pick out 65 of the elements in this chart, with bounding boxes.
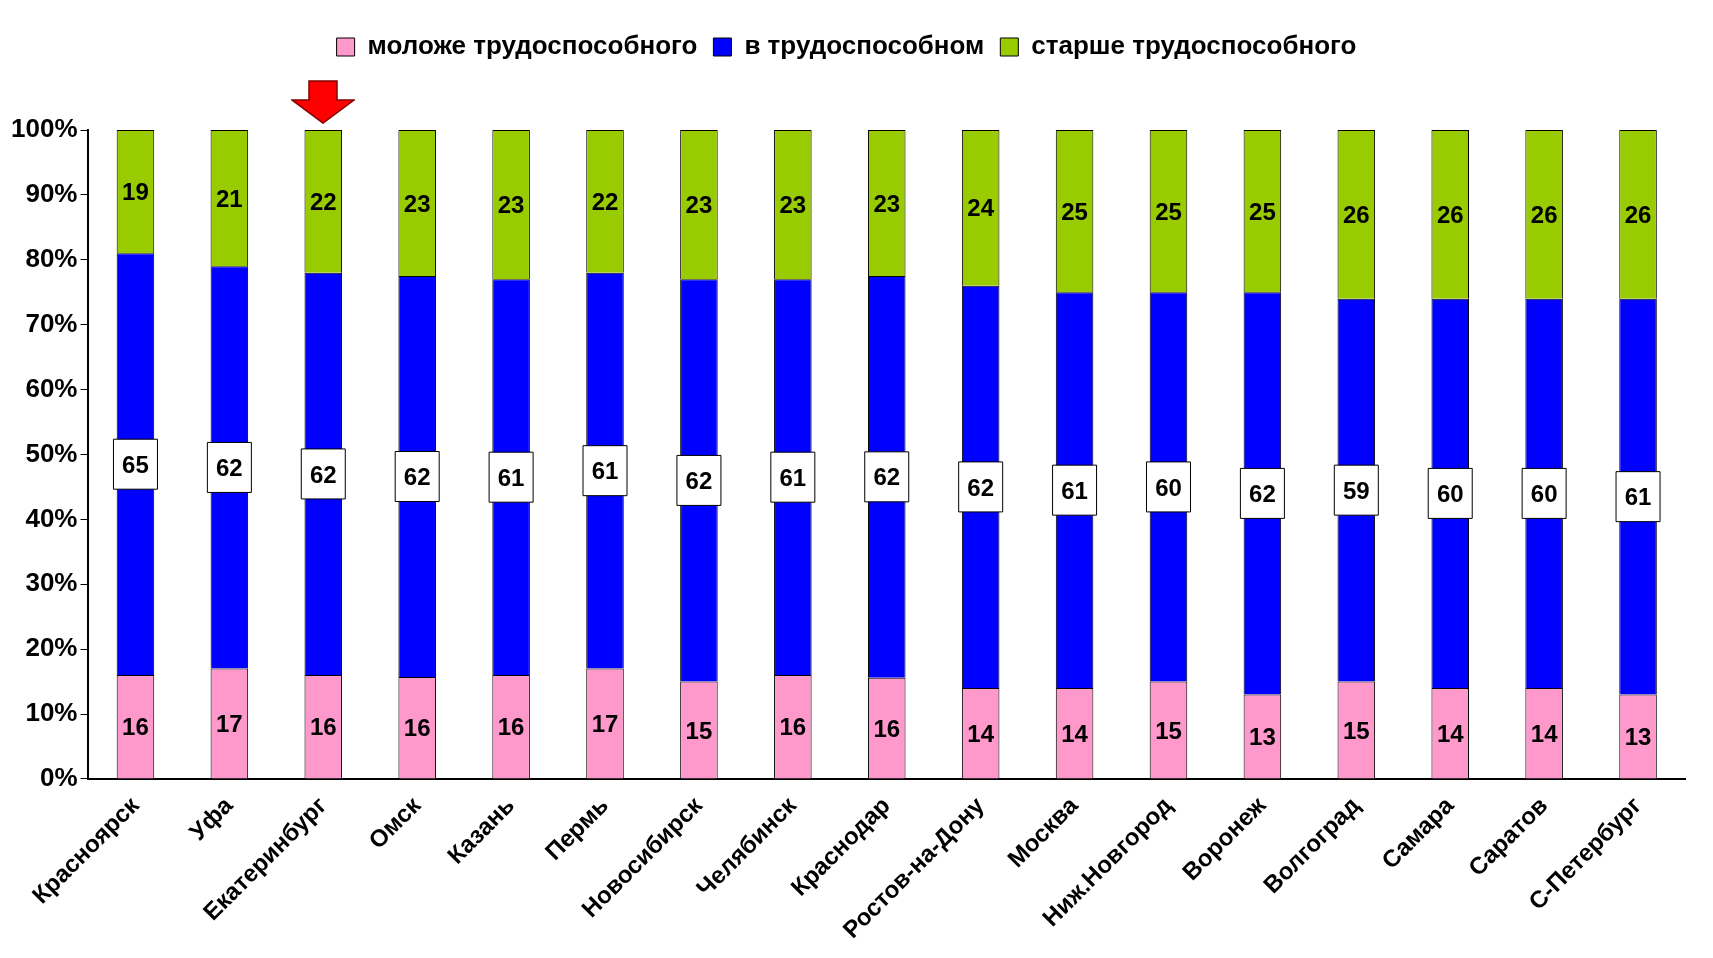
data-label: 26 (1530, 200, 1558, 228)
data-label: 16 (873, 714, 901, 742)
data-label: 62 (403, 463, 431, 491)
data-label: 24 (967, 194, 995, 222)
data-label: 23 (873, 189, 901, 217)
y-tick-label: 0% (39, 762, 78, 793)
data-label: 14 (1061, 719, 1089, 747)
y-tick-label: 50% (25, 437, 78, 468)
data-label: 60 (1436, 480, 1464, 508)
data-label: 19 (122, 178, 149, 206)
data-label: 60 (1155, 473, 1182, 501)
data-label: 62 (1249, 480, 1276, 508)
data-label: 62 (216, 454, 243, 482)
data-label: 17 (216, 710, 243, 738)
data-label: 61 (1061, 476, 1088, 504)
data-label: 21 (216, 184, 243, 212)
data-label: 25 (1155, 197, 1182, 225)
y-tick-label: 30% (25, 567, 78, 598)
y-tick-label: 60% (25, 372, 78, 403)
data-label: 15 (1155, 716, 1182, 744)
y-tick-label: 40% (25, 502, 78, 533)
data-label: 13 (1624, 723, 1652, 751)
y-tick-label: 20% (25, 632, 78, 663)
data-label: 16 (122, 713, 149, 741)
y-tick-label: 10% (25, 697, 78, 728)
data-label: 16 (403, 714, 431, 742)
y-tick-label: 80% (25, 242, 78, 273)
data-label: 25 (1061, 197, 1088, 225)
data-label: 17 (591, 710, 619, 738)
data-label: 61 (1624, 483, 1652, 511)
data-label: 15 (685, 716, 713, 744)
data-label: 14 (1436, 719, 1465, 747)
data-label: 62 (309, 460, 337, 488)
data-label: 61 (497, 463, 525, 491)
data-label: 13 (1249, 723, 1276, 751)
data-label: 23 (403, 189, 431, 217)
data-label: 61 (779, 463, 807, 491)
data-label: 15 (1342, 716, 1370, 744)
data-label: 65 (122, 450, 149, 478)
data-label: 26 (1436, 200, 1464, 228)
data-label: 26 (1342, 200, 1370, 228)
data-label: 26 (1624, 200, 1652, 228)
data-label: 14 (967, 719, 995, 747)
y-tick-label: 70% (25, 307, 78, 338)
data-label: 62 (873, 463, 901, 491)
data-label: 61 (591, 457, 619, 485)
data-label: 60 (1530, 480, 1558, 508)
legend-label: старше трудоспособного (1031, 30, 1357, 61)
data-label: 16 (309, 713, 337, 741)
data-label: 59 (1342, 476, 1370, 504)
data-label: 22 (309, 188, 337, 216)
data-label: 22 (591, 188, 619, 216)
data-label: 23 (685, 191, 713, 219)
data-label: 25 (1249, 197, 1276, 225)
data-label: 62 (967, 473, 995, 501)
legend-label: моложе трудоспособного (367, 30, 698, 61)
data-label: 62 (685, 467, 713, 495)
data-label: 23 (497, 191, 525, 219)
y-tick-label: 100% (11, 113, 78, 144)
y-tick-label: 90% (25, 178, 78, 209)
data-label: 14 (1530, 719, 1559, 747)
data-label: 16 (497, 713, 525, 741)
legend-label: в трудоспособном (744, 30, 985, 61)
data-label: 16 (779, 713, 807, 741)
data-label: 23 (779, 191, 807, 219)
